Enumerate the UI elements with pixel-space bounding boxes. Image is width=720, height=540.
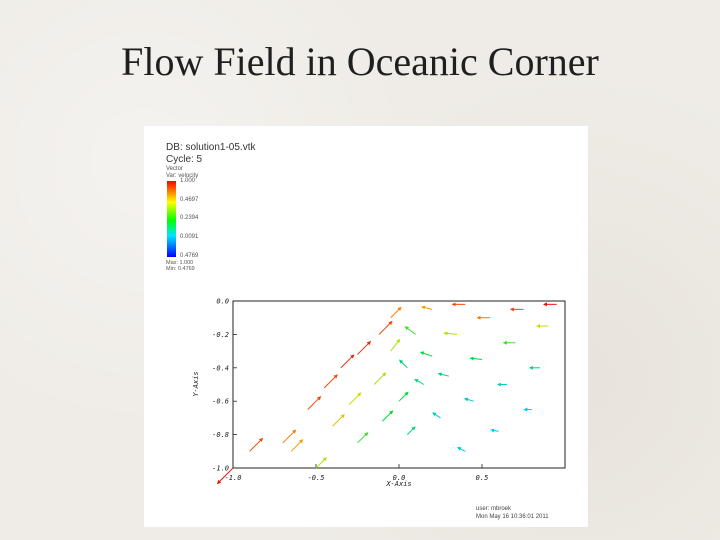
legend-tick-2: 0.4697: [180, 197, 199, 203]
vector-arrow: [216, 467, 234, 485]
y-axis-ticks: 0.0 -0.2 -0.4 -0.6 -0.8 -1.0: [212, 298, 237, 473]
vector-arrow: [357, 432, 369, 444]
x-tick-label: 0.0: [393, 474, 406, 482]
x-axis-ticks: -1.0 -0.5 0.0 0.5: [225, 464, 489, 482]
y-tick-label: 0.0: [216, 298, 229, 306]
legend-max-label: Max: 1.000: [166, 260, 194, 266]
vector-arrow: [421, 305, 433, 310]
legend-title: Vector: [166, 166, 184, 172]
vector-arrow: [398, 391, 409, 402]
y-tick-label: -1.0: [212, 465, 229, 473]
vector-arrow: [469, 356, 483, 361]
legend-min-label: Min: 0.4769: [166, 266, 195, 272]
vector-arrow: [432, 412, 441, 419]
y-axis-label: Y-Axis: [192, 371, 200, 396]
vector-arrow: [307, 396, 322, 410]
vector-arrow: [437, 372, 449, 377]
visualization-panel: DB: solution1-05.vtk Cycle: 5 Vector Var…: [144, 126, 588, 527]
vector-arrow: [390, 338, 401, 352]
vector-arrow: [463, 397, 474, 402]
vector-arrow: [414, 378, 425, 385]
vector-arrow: [348, 392, 362, 405]
y-tick-label: -0.6: [212, 398, 229, 406]
y-tick-label: -0.8: [212, 431, 229, 439]
vector-arrow: [490, 428, 499, 433]
legend-colorbar: [167, 181, 176, 257]
vector-arrow: [323, 374, 338, 389]
x-tick-label: -1.0: [225, 474, 242, 482]
vector-arrow: [443, 331, 458, 336]
legend-tick-3: 0.2394: [180, 215, 199, 221]
x-tick-label: 0.5: [476, 474, 489, 482]
vector-arrow: [282, 429, 297, 444]
vector-arrow: [340, 354, 355, 369]
vector-arrow: [399, 359, 408, 369]
legend-tick-4: 0.0091: [180, 234, 199, 240]
y-tick-label: -0.2: [212, 331, 229, 339]
legend-tick-max: 1.000: [180, 178, 196, 184]
vector-arrow: [406, 426, 416, 435]
vector-arrow: [373, 372, 387, 385]
plot-frame: [232, 300, 566, 469]
database-label: DB: solution1-05.vtk: [166, 142, 256, 153]
x-axis-label: X-Axis: [385, 480, 411, 488]
legend-tick-min: 0.4769: [180, 253, 199, 259]
vector-arrow: [378, 320, 393, 335]
slide-title: Flow Field in Oceanic Corner: [121, 39, 599, 84]
vector-arrow: [382, 410, 394, 422]
vector-arrow: [290, 439, 304, 452]
x-tick-label: -0.5: [308, 474, 325, 482]
vector-arrow: [332, 414, 345, 427]
vector-arrow: [315, 457, 327, 469]
footer-user: user: mbroek: [476, 506, 512, 512]
footer-date: Mon May 16 10:36:01 2011: [476, 514, 549, 520]
y-tick-label: -0.4: [212, 364, 229, 372]
vector-arrow: [419, 351, 433, 357]
vector-arrow: [249, 437, 264, 452]
vector-arrow: [357, 340, 371, 355]
cycle-label: Cycle: 5: [166, 154, 203, 165]
legend-variable: Var: velocity: [166, 173, 199, 179]
vector-arrow: [457, 446, 466, 452]
vector-arrows: [216, 302, 557, 485]
vector-arrow: [390, 306, 402, 319]
vector-plot: -1.0 -0.5 0.0 0.5 0.0 -0.2 -0.4 -0.6 -0.8 -1.0 X…: [192, 298, 566, 488]
vector-arrow: [404, 326, 416, 335]
